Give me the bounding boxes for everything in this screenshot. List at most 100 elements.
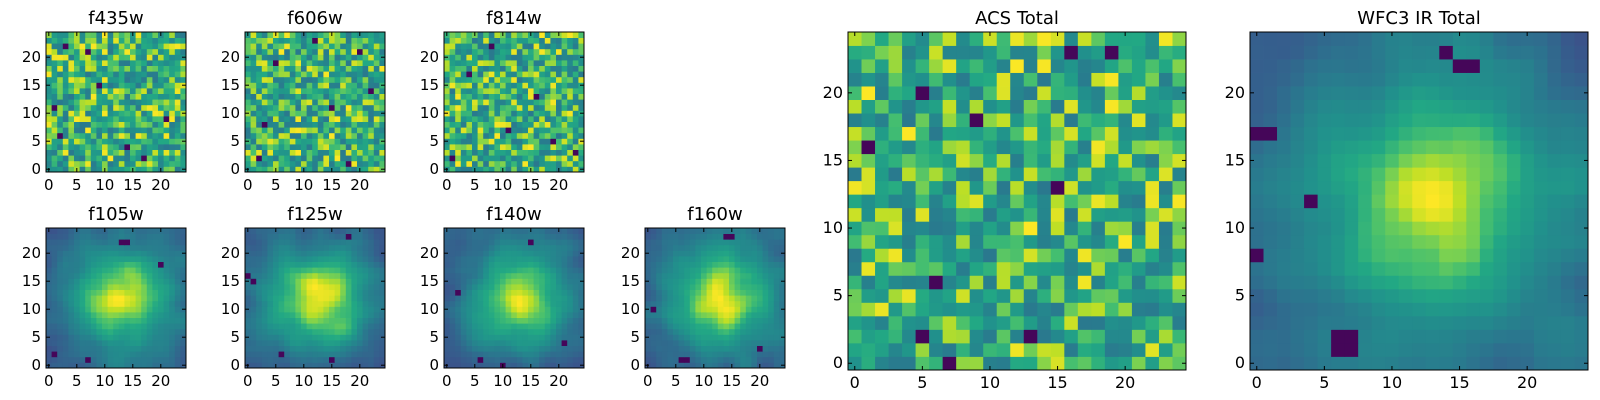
heatmap-cell (466, 149, 473, 156)
heatmap-cell (284, 345, 291, 352)
heatmap-cell (567, 127, 574, 134)
heatmap-cell (135, 278, 142, 285)
heatmap-cell (1023, 180, 1038, 195)
heatmap-cell (62, 233, 69, 240)
heatmap-cell (118, 334, 125, 341)
heatmap-cell (684, 272, 691, 279)
heatmap-cell (544, 278, 551, 285)
heatmap-cell (317, 356, 324, 363)
heatmap-cell (768, 228, 775, 234)
heatmap-cell (250, 82, 257, 89)
heatmap-cell (472, 256, 478, 262)
heatmap-cell (245, 284, 251, 290)
heatmap-cell (273, 233, 279, 240)
heatmap-cell (180, 351, 187, 358)
heatmap-cell (273, 99, 279, 106)
heatmap-cell (46, 155, 52, 162)
heatmap-cell (969, 302, 984, 317)
heatmap-cell (373, 65, 380, 72)
heatmap-cell (673, 328, 679, 335)
heatmap-cell (306, 132, 313, 139)
heatmap-cell (578, 272, 585, 279)
heatmap-cell (1158, 167, 1173, 182)
heatmap-cell (261, 306, 268, 313)
heatmap-cell (289, 99, 296, 106)
heatmap-cell (689, 323, 696, 330)
heatmap-cell (46, 48, 52, 55)
heatmap-cell (334, 323, 341, 330)
heatmap-cell (650, 233, 657, 240)
heatmap-cell (146, 82, 153, 89)
heatmap-cell (712, 244, 719, 251)
heatmap-cell (250, 306, 257, 313)
heatmap-cell (848, 248, 862, 263)
heatmap-cell (295, 43, 302, 50)
heatmap-cell (256, 323, 263, 330)
heatmap-cell (141, 76, 148, 83)
heatmap-cell (135, 76, 142, 83)
heatmap-cell (102, 306, 108, 313)
heatmap-cell (284, 239, 291, 246)
heatmap-cell (723, 250, 730, 257)
heatmap-cell (340, 76, 347, 83)
heatmap-cell (256, 340, 263, 346)
heatmap-cell (494, 356, 501, 363)
heatmap-cell (146, 272, 153, 279)
heatmap-cell (256, 93, 263, 100)
heatmap-cell (379, 256, 386, 262)
heatmap-cell (902, 248, 916, 263)
heatmap-cell (163, 32, 170, 38)
heatmap-cell (284, 272, 291, 279)
heatmap-cell (379, 328, 386, 335)
heatmap-cell (373, 60, 380, 66)
heatmap-cell (57, 362, 64, 369)
heatmap-cell (256, 233, 263, 240)
heatmap-cell (455, 256, 462, 262)
heatmap-cell (505, 138, 512, 145)
heatmap-cell (51, 76, 58, 83)
heatmap-cell (90, 65, 97, 72)
heatmap-cell (62, 155, 69, 162)
heatmap-cell (466, 166, 473, 173)
heatmap-cell (152, 239, 159, 246)
heatmap-cell (650, 284, 657, 290)
heatmap-cell (130, 155, 136, 162)
heatmap-cell (1091, 275, 1106, 290)
heatmap-cell (533, 138, 540, 145)
heatmap-cell (46, 261, 52, 268)
heatmap-cell (68, 250, 75, 257)
heatmap-cell (455, 272, 462, 279)
heatmap-cell (368, 127, 375, 134)
heatmap-cell (345, 65, 352, 72)
heatmap-cell (46, 65, 52, 72)
heatmap-cell (1077, 302, 1092, 317)
heatmap-cell (334, 132, 341, 139)
heatmap-cell (158, 48, 164, 55)
heatmap-cell (449, 295, 456, 302)
x-tick-label: 20 (151, 372, 170, 390)
heatmap-cell (449, 144, 456, 150)
heatmap-cell (578, 340, 585, 346)
heatmap-cell (163, 54, 170, 61)
heatmap-cell (511, 317, 518, 324)
heatmap-cell (51, 43, 58, 50)
heatmap-cell (472, 272, 478, 279)
heatmap-cell (678, 351, 685, 358)
heatmap-cell (444, 99, 450, 106)
heatmap-cell (261, 284, 268, 290)
heatmap-cell (351, 261, 358, 268)
heatmap-cell (334, 48, 341, 55)
heatmap-cell (118, 345, 125, 352)
heatmap-cell (678, 345, 685, 352)
heatmap-cell (85, 60, 92, 66)
heatmap-cell (51, 256, 58, 262)
heatmap-cell (323, 144, 330, 150)
heatmap-cell (130, 71, 136, 78)
heatmap-cell (306, 138, 313, 145)
heatmap-cell (152, 132, 159, 139)
heatmap-cell (983, 167, 998, 182)
heatmap-cell (449, 250, 456, 257)
heatmap-cell (516, 244, 523, 251)
heatmap-cell (505, 317, 512, 324)
heatmap-cell (146, 110, 153, 117)
